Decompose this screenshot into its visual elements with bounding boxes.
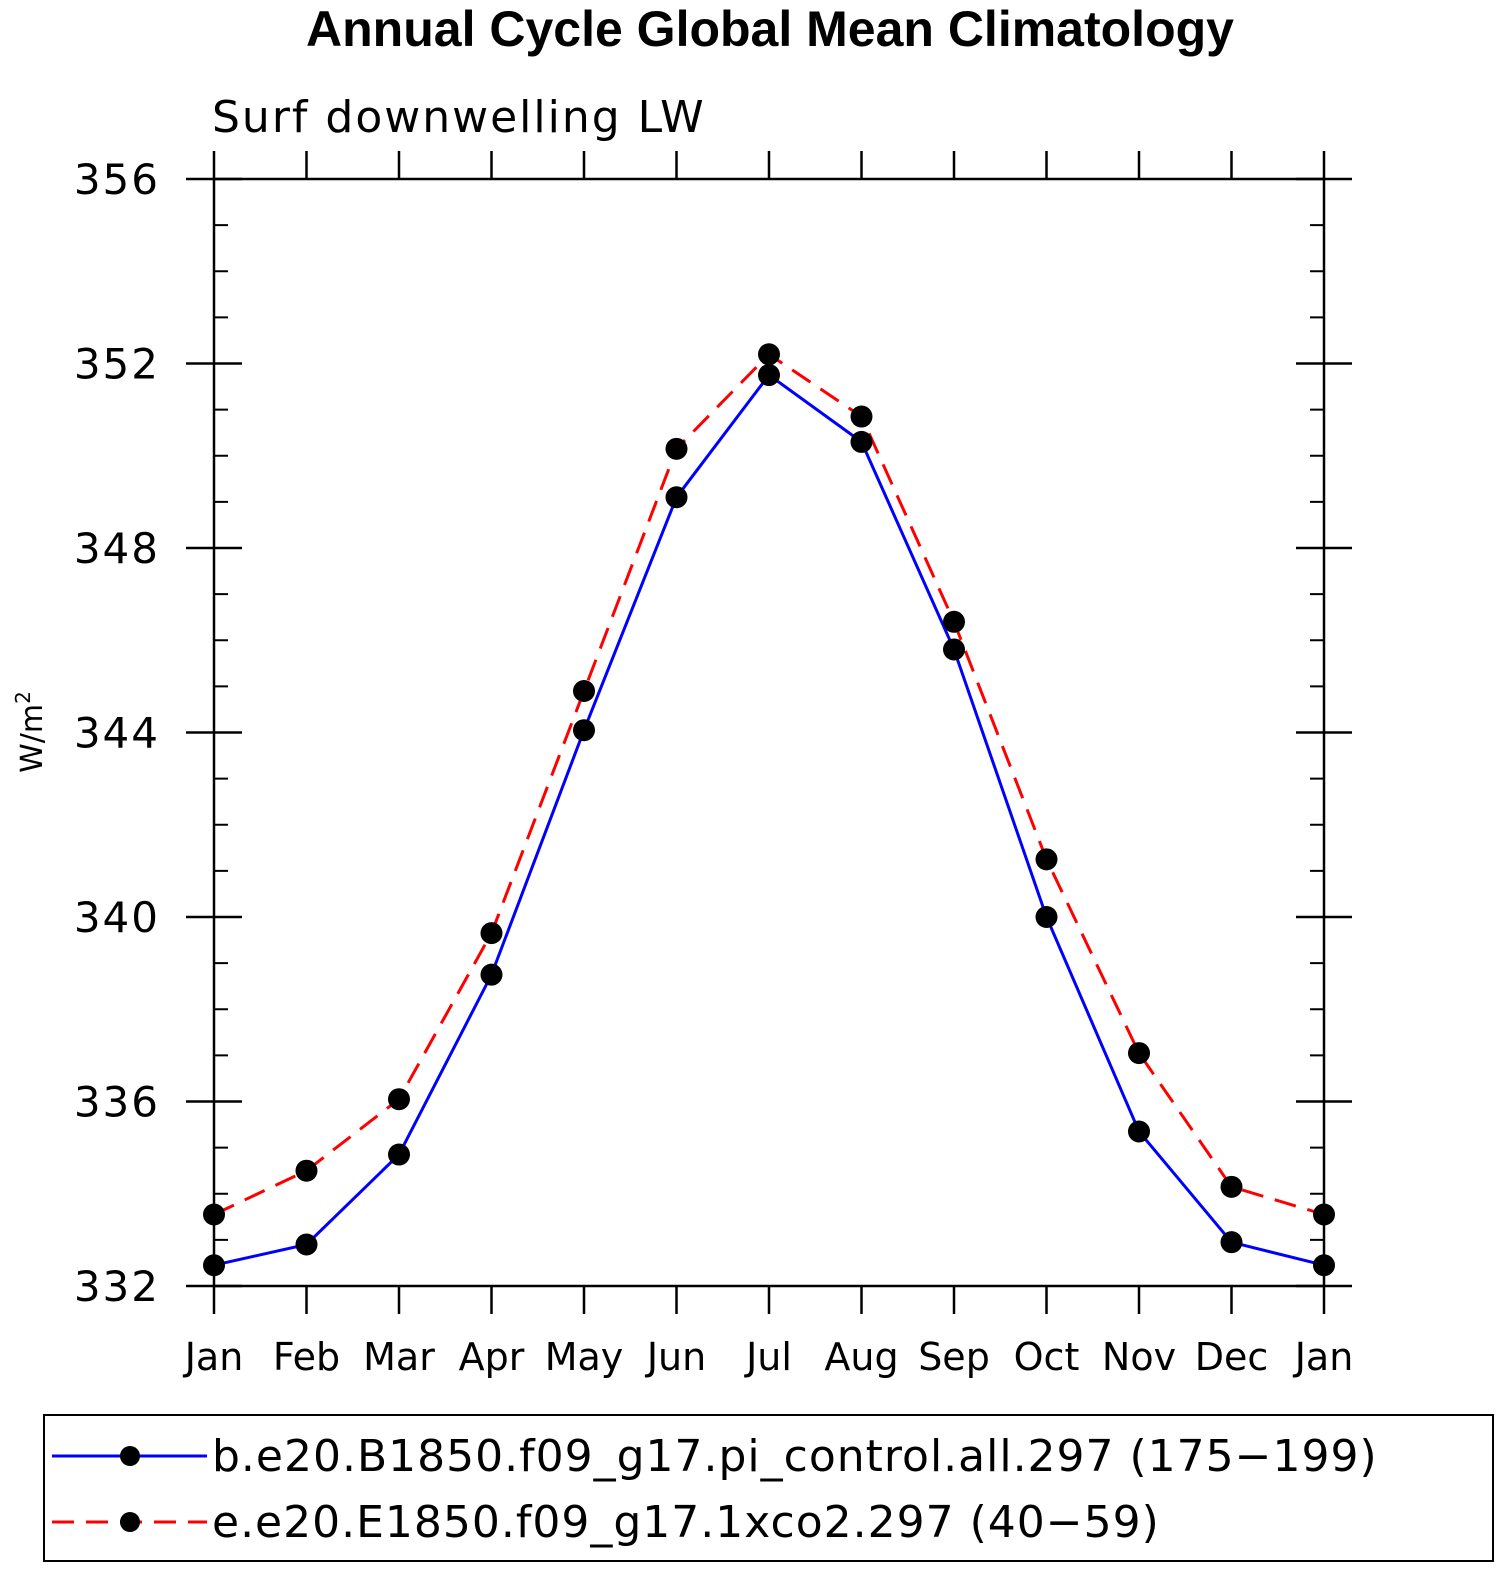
y-tick-label: 344 (74, 709, 160, 758)
series-1-point (388, 1143, 410, 1166)
series-1-point (1128, 1120, 1150, 1143)
series-group (203, 343, 1335, 1277)
chart-subtitle: Surf downwelling LW (212, 92, 706, 143)
series-1-point (850, 430, 873, 453)
legend-marker-series-1 (120, 1446, 140, 1466)
y-tick-label: 348 (74, 524, 160, 573)
series-1-point (1220, 1231, 1243, 1254)
series-1-point (943, 638, 965, 661)
series-2-point (1128, 1042, 1150, 1065)
legend: b.e20.B1850.f09_g17.pi_control.all.297 (… (43, 1414, 1494, 1562)
legend-frame (43, 1414, 1494, 1562)
series-1-point (665, 486, 688, 509)
x-tick-label: Jun (645, 1335, 706, 1379)
legend-marker-series-2 (120, 1512, 140, 1532)
series-1-point (573, 719, 595, 742)
x-tick-label: Aug (824, 1335, 898, 1379)
series-2-point (480, 922, 503, 945)
series-2-point (1035, 848, 1058, 871)
y-tick-label: 340 (74, 893, 160, 942)
legend-label-series-1: b.e20.B1850.f09_g17.pi_control.all.297 (… (212, 1431, 1378, 1482)
y-axis-label: W/m2 (11, 691, 50, 773)
y-axis-label-superscript: 2 (11, 691, 35, 704)
series-2-point (665, 437, 688, 460)
x-tick-label: Sep (918, 1335, 990, 1379)
x-tick-label: Jan (183, 1335, 244, 1379)
series-2-point (203, 1203, 225, 1226)
x-tick-label: Dec (1195, 1335, 1269, 1379)
legend-label-series-2: e.e20.E1850.f09_g17.1xco2.297 (40−59) (212, 1497, 1160, 1548)
y-tick-label: 352 (74, 340, 160, 389)
x-tick-label: Mar (363, 1335, 435, 1379)
series-2-point (295, 1159, 318, 1182)
y-tick-label: 332 (74, 1262, 160, 1311)
series-2-point (388, 1088, 410, 1111)
y-tick-label: 356 (74, 155, 160, 204)
x-tick-label: Jan (1293, 1335, 1354, 1379)
series-2-point (758, 343, 780, 366)
series-1-point (480, 963, 503, 986)
x-tick-label: May (545, 1335, 624, 1379)
series-1-point (1035, 906, 1058, 928)
series-2-point (850, 405, 873, 428)
series-1-point (295, 1233, 318, 1256)
x-tick-label: Oct (1014, 1335, 1080, 1379)
y-tick-label: 336 (74, 1078, 160, 1127)
series-1-point (758, 364, 780, 387)
series-2-point (943, 610, 965, 633)
axes: Jan Feb Mar Apr May Jun Jul Aug Sep Oct Nov Dec Jan 3… (74, 151, 1353, 1379)
series-2-point (573, 679, 595, 702)
x-tick-label: Jul (744, 1335, 792, 1379)
series-2-point (1313, 1203, 1335, 1226)
series-1-point (1313, 1254, 1335, 1277)
chart-title: Annual Cycle Global Mean Climatology (306, 1, 1234, 57)
x-tick-label: Feb (273, 1335, 340, 1379)
x-tick-label: Apr (459, 1335, 525, 1379)
series-1-point (203, 1254, 225, 1277)
y-axis-label-base: W/m (15, 704, 50, 773)
x-tick-label: Nov (1102, 1335, 1176, 1379)
series-2-point (1220, 1175, 1243, 1198)
